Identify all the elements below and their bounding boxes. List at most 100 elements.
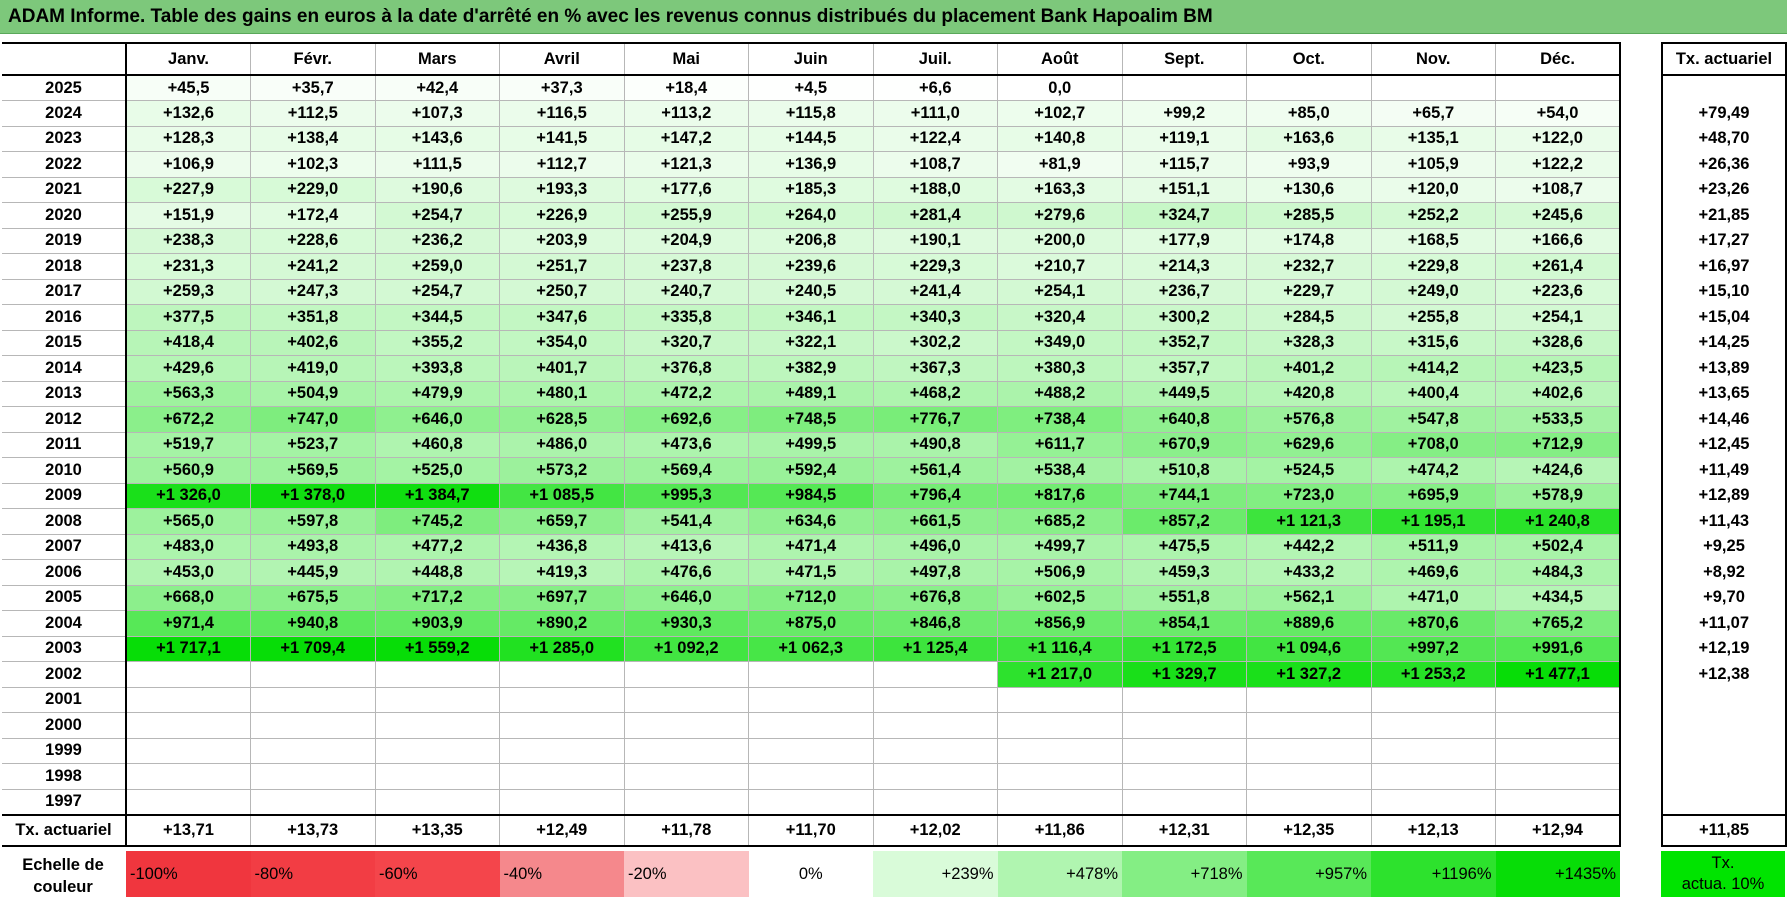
month-header: Mai [623,42,749,76]
gain-cell: +122,2 [1495,151,1621,178]
gain-cell: +602,5 [997,584,1123,611]
gain-cell: +122,4 [872,125,998,152]
gain-cell: +105,9 [1370,151,1496,178]
year-label: 2013 [2,380,127,407]
gain-cell: +419,3 [499,559,625,586]
tx-cell: +13,89 [1661,355,1787,381]
gain-cell: +1 559,2 [374,635,500,662]
gain-cell: +143,6 [374,125,500,152]
gain-cell: +254,1 [1495,304,1621,331]
gain-cell: +640,8 [1121,406,1247,433]
scale-swatch: +1196% [1371,851,1496,897]
gain-cell: +259,0 [374,253,500,280]
gain-cell: +85,0 [1246,100,1372,127]
gain-cell: +597,8 [250,508,376,535]
gain-cell: +712,9 [1495,431,1621,458]
gain-cell: +6,6 [872,74,998,101]
gain-cell [374,763,500,790]
gain-cell: +1 121,3 [1246,508,1372,535]
gain-cell: +138,4 [250,125,376,152]
gain-cell: +111,5 [374,151,500,178]
gain-cell: +400,4 [1370,380,1496,407]
tx-cell [1661,789,1787,815]
side-row: +11,49 [1661,457,1787,483]
gain-cell: +355,2 [374,329,500,356]
tx-cell: +14,46 [1661,406,1787,432]
tx-cell: +8,92 [1661,559,1787,585]
year-label: 2014 [2,355,127,382]
gain-cell: +99,2 [1121,100,1247,127]
gain-cell: +499,5 [748,431,874,458]
gain-cell: +469,6 [1370,559,1496,586]
gain-cell: +120,0 [1370,176,1496,203]
gain-cell: +484,3 [1495,559,1621,586]
gain-cell [872,712,998,739]
table-row: 2000 [2,712,1621,739]
gain-cell [1246,763,1372,790]
gain-cell [499,686,625,713]
gain-cell: +659,7 [499,508,625,535]
gain-cell: 0,0 [997,74,1123,101]
month-header: Juil. [872,42,998,76]
gain-cell: +144,5 [748,125,874,152]
gain-cell: +279,6 [997,202,1123,229]
gain-cell: +854,1 [1121,610,1247,637]
gain-cell: +875,0 [748,610,874,637]
gain-cell: +541,4 [623,508,749,535]
month-header: Juin [748,42,874,76]
scale-swatch: -100% [126,851,251,897]
year-label: 2005 [2,584,127,611]
gain-cell [1121,74,1247,101]
gain-cell: +121,3 [623,151,749,178]
gain-cell [374,788,500,815]
gain-cell [125,712,251,739]
gain-cell [748,763,874,790]
gain-cell: +119,1 [1121,125,1247,152]
gain-cell [250,712,376,739]
gain-cell [997,737,1123,764]
side-row: +12,45 [1661,432,1787,458]
tx-cell: +11,43 [1661,508,1787,534]
month-header: Nov. [1370,42,1496,76]
gain-cell: +203,9 [499,227,625,254]
tx-header: Tx. actuariel [1661,42,1787,76]
month-header: Avril [499,42,625,76]
table-row: 2014 +429,6 +419,0 +393,8 +401,7 +376,8 +382,9… [2,355,1621,382]
table-row: 2023 +128,3 +138,4 +143,6 +141,5 +147,2 +144,5… [2,125,1621,152]
gain-cell: +347,6 [499,304,625,331]
table-row: 2006 +453,0 +445,9 +448,8 +419,3 +476,6 +471,5… [2,559,1621,586]
year-label: 2025 [2,74,127,101]
tx-footer-cell: +11,85 [1661,813,1787,847]
gain-cell [1246,788,1372,815]
gain-cell: +168,5 [1370,227,1496,254]
gain-cell [1121,763,1247,790]
gain-cell: +712,0 [748,584,874,611]
gain-cell [1370,737,1496,764]
gain-cell: +229,3 [872,253,998,280]
gain-cell: +300,2 [1121,304,1247,331]
side-row [1661,712,1787,738]
gain-cell: +560,9 [125,457,251,484]
footer-rate-cell: +12,02 [872,813,998,847]
gain-cell [1495,712,1621,739]
gain-cell [748,737,874,764]
gain-cell: +971,4 [125,610,251,637]
gain-cell: +562,1 [1246,584,1372,611]
scale-swatch: -60% [375,851,500,897]
gain-cell [1121,788,1247,815]
gain-cell: +471,0 [1370,584,1496,611]
gain-cell: +940,8 [250,610,376,637]
gain-cell [997,712,1123,739]
gain-cell: +328,3 [1246,329,1372,356]
scale-swatch: 0% [748,851,873,897]
gain-cell: +210,7 [997,253,1123,280]
header-row: Janv. Févr. Mars Avril Mai Juin Juil. Août Sept.… [2,42,1621,76]
gain-cell: +37,3 [499,74,625,101]
gain-cell: +414,2 [1370,355,1496,382]
gain-cell: +239,6 [748,253,874,280]
gain-cell: +226,9 [499,202,625,229]
year-label: 2003 [2,635,127,662]
gain-cell: +488,2 [997,380,1123,407]
gain-cell: +672,2 [125,406,251,433]
gain-cell: +846,8 [872,610,998,637]
